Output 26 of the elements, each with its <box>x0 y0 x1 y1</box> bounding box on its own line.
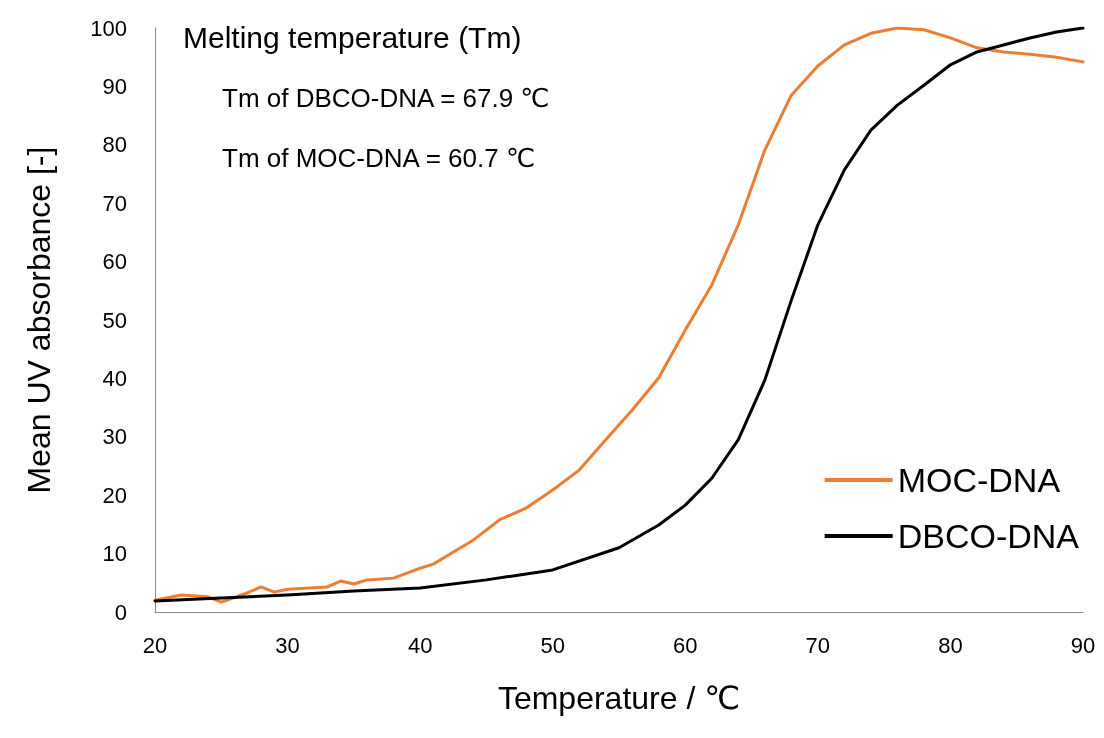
x-tick-label: 70 <box>805 632 831 658</box>
y-tick-label: 50 <box>102 307 127 333</box>
y-tick-label: 0 <box>114 599 127 625</box>
x-tick-label: 20 <box>142 632 168 658</box>
legend-label: DBCO-DNA <box>897 517 1080 555</box>
y-tick-label: 40 <box>102 365 127 391</box>
y-tick-label: 60 <box>102 249 127 275</box>
y-tick-label: 100 <box>90 15 127 41</box>
x-tick-label: 90 <box>1070 632 1096 658</box>
y-tick-label: 70 <box>102 190 127 216</box>
legend-label: MOC-DNA <box>897 461 1061 499</box>
y-tick-label: 80 <box>102 132 127 158</box>
x-tick-label: 80 <box>938 632 963 658</box>
x-axis-title: Temperature / ℃ <box>497 680 741 716</box>
x-tick-label: 50 <box>540 632 565 658</box>
y-axis-title: Mean UV absorbance [-] <box>21 146 57 494</box>
y-tick-label: 20 <box>102 482 127 508</box>
x-tick-label: 30 <box>275 632 300 658</box>
annotation: Melting temperature (Tm) <box>183 20 522 54</box>
x-tick-label: 40 <box>407 632 433 658</box>
x-tick-label: 60 <box>673 632 698 658</box>
annotation: Tm of DBCO-DNA = 67.9 ℃ <box>222 83 550 113</box>
annotation: Tm of MOC-DNA = 60.7 ℃ <box>222 143 536 173</box>
y-tick-label: 10 <box>102 541 127 567</box>
y-tick-label: 90 <box>102 73 127 99</box>
y-tick-label: 30 <box>102 424 127 450</box>
